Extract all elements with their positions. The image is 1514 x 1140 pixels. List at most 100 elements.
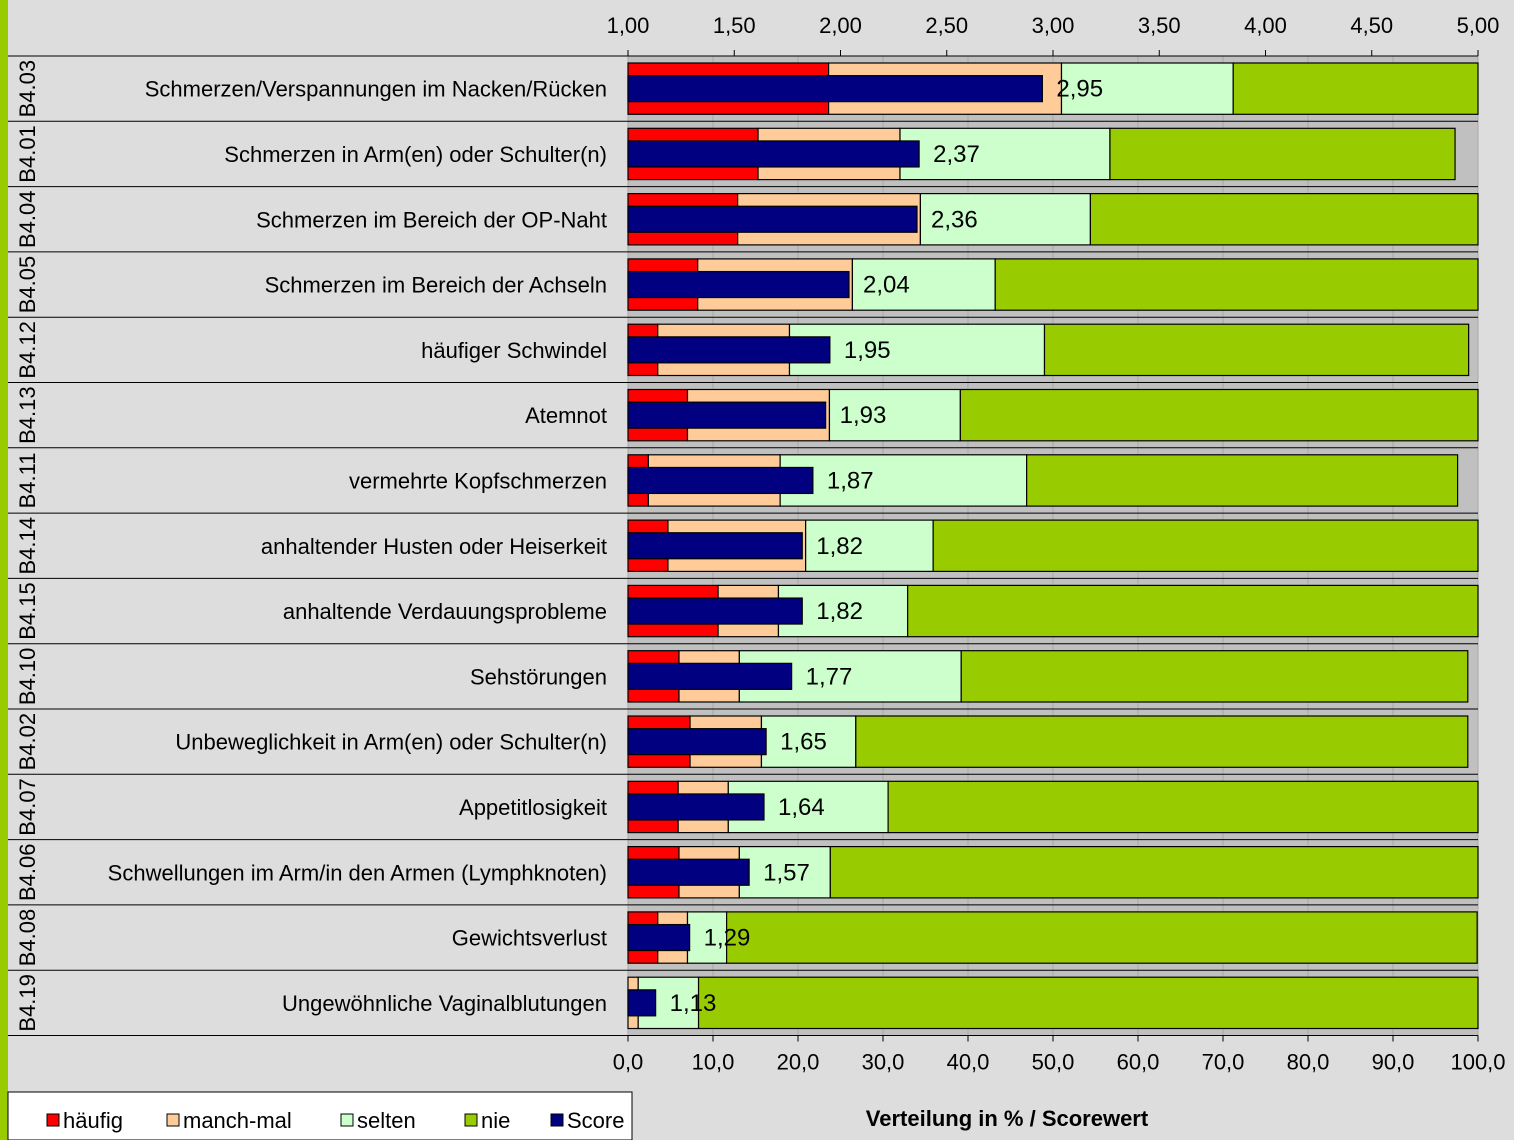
row-code: B4.11 (15, 453, 40, 509)
bottom-tick-label: 30,0 (862, 1050, 905, 1075)
legend-box (7, 1091, 633, 1140)
bar-segment-nie (697, 976, 1479, 1030)
row-labels: Schmerzen/Verspannungen im Nacken/Rücken… (108, 77, 607, 1016)
bar-segment-nie (829, 845, 1479, 899)
score-label: 1,77 (806, 663, 853, 690)
score-bar (627, 728, 767, 756)
score-bar (627, 140, 920, 168)
bar-segment-nie (855, 715, 1469, 768)
legend-swatch (464, 1113, 478, 1127)
row-code: B4.03 (15, 60, 40, 118)
bottom-tick-label: 80,0 (1287, 1050, 1330, 1075)
top-tick-label: 5,00 (1457, 13, 1500, 38)
top-tick-label: 1,00 (607, 13, 650, 38)
bar-segment-nie (1089, 193, 1479, 246)
score-bar (627, 989, 657, 1017)
bar-segment-nie (994, 258, 1479, 311)
row-code: B4.08 (15, 909, 40, 967)
row-label: häufiger Schwindel (421, 338, 607, 363)
bar-segment-nie (1043, 323, 1470, 377)
score-bar (627, 336, 831, 364)
top-tick-label: 3,50 (1138, 13, 1181, 38)
bar-segment-selten (919, 193, 1092, 246)
score-bar (627, 75, 1043, 103)
row-label: Schmerzen in Arm(en) oder Schulter(n) (224, 142, 607, 167)
legend-swatch (340, 1113, 354, 1127)
row-code: B4.10 (15, 648, 40, 706)
bar-segment-nie (960, 650, 1469, 703)
legend-label: nie (481, 1108, 510, 1133)
score-label: 1,64 (778, 794, 825, 821)
row-code: B4.01 (15, 125, 40, 183)
row-code: B4.12 (15, 321, 40, 379)
score-bar (627, 205, 918, 233)
top-tick-label: 3,00 (1032, 13, 1075, 38)
bottom-tick-label: 100,0 (1450, 1050, 1505, 1075)
row-label: anhaltender Husten oder Heiserkeit (261, 534, 607, 559)
bottom-tick-label: 90,0 (1372, 1050, 1415, 1075)
bottom-tick-label: 70,0 (1202, 1050, 1245, 1075)
score-bar (627, 662, 793, 690)
score-label: 2,36 (931, 206, 978, 233)
bottom-tick-label: 10,0 (692, 1050, 735, 1075)
top-tick-label: 2,00 (819, 13, 862, 38)
bottom-tick-label: 40,0 (947, 1050, 990, 1075)
bar-segment-nie (932, 519, 1479, 572)
row-label: Ungewöhnliche Vaginalblutungen (282, 991, 607, 1016)
legend: häufig manch-mal selten nie Score (7, 1091, 633, 1140)
row-label: Gewichtsverlust (452, 926, 607, 951)
score-bar (627, 858, 750, 886)
bottom-tick-label: 0,0 (613, 1050, 644, 1075)
bar-segment-nie (1232, 62, 1479, 115)
score-bar (627, 923, 691, 952)
left-accent-strip (0, 0, 8, 1140)
bar-segment-selten (686, 911, 728, 964)
row-code: B4.02 (15, 713, 40, 771)
row-label: Schmerzen im Bereich der Achseln (265, 273, 607, 298)
row-code: B4.07 (15, 778, 40, 836)
score-bar (627, 793, 765, 821)
x-axis-title: Verteilung in % / Scorewert (866, 1106, 1149, 1131)
score-label: 1,82 (816, 533, 863, 560)
top-tick-label: 4,50 (1350, 13, 1393, 38)
row-label: Unbeweglichkeit in Arm(en) oder Schulter… (175, 730, 607, 755)
row-label: Schmerzen im Bereich der OP-Naht (256, 207, 607, 232)
bottom-tick-label: 20,0 (777, 1050, 820, 1075)
bar-segment-selten (828, 388, 961, 442)
score-label: 1,65 (780, 729, 827, 756)
bar-segment-nie (1109, 127, 1456, 181)
row-code: B4.06 (15, 844, 40, 902)
score-bar (627, 270, 850, 299)
row-label: Sehstörungen (470, 664, 607, 689)
score-label: 1,13 (670, 990, 717, 1017)
score-label: 1,95 (844, 337, 891, 364)
bar-segment-selten (779, 454, 1028, 507)
score-label: 2,04 (863, 272, 910, 299)
score-label: 1,93 (840, 402, 887, 429)
row-code: B4.14 (15, 517, 40, 575)
bottom-axis-ticks: 0,0 10,0 20,0 30,0 40,0 50,0 60,0 70,0 80,0 90,0 1… (613, 1035, 1506, 1075)
legend-label: selten (357, 1108, 416, 1133)
row-code: B4.15 (15, 582, 40, 640)
row-separators (8, 55, 1478, 1036)
legend-swatch (550, 1113, 564, 1127)
top-tick-label: 2,50 (925, 13, 968, 38)
score-bar (627, 401, 827, 429)
legend-swatch (166, 1113, 180, 1127)
row-code: B4.04 (15, 191, 40, 249)
top-axis-ticks: 1,00 1,50 2,00 2,50 3,00 3,50 4,00 4,50 5,00 (607, 13, 1500, 56)
legend-label: manch-mal (183, 1108, 292, 1133)
legend-swatch (46, 1113, 60, 1127)
bottom-tick-label: 60,0 (1117, 1050, 1160, 1075)
score-label: 1,57 (763, 859, 810, 886)
row-label: vermehrte Kopfschmerzen (349, 468, 607, 493)
row-label: Schmerzen/Verspannungen im Nacken/Rücken (145, 77, 607, 102)
score-labels: 2,95 2,37 2,36 2,04 1,95 1,93 1,87 1,82 1,82 1,77… (670, 76, 1103, 1017)
legend-label: Score (567, 1108, 624, 1133)
bar-segment-nie (1026, 454, 1459, 507)
row-code: B4.13 (15, 386, 40, 444)
bar-segment-selten (788, 323, 1046, 377)
row-code: B4.19 (15, 974, 40, 1032)
bar-segment-selten (851, 258, 996, 311)
